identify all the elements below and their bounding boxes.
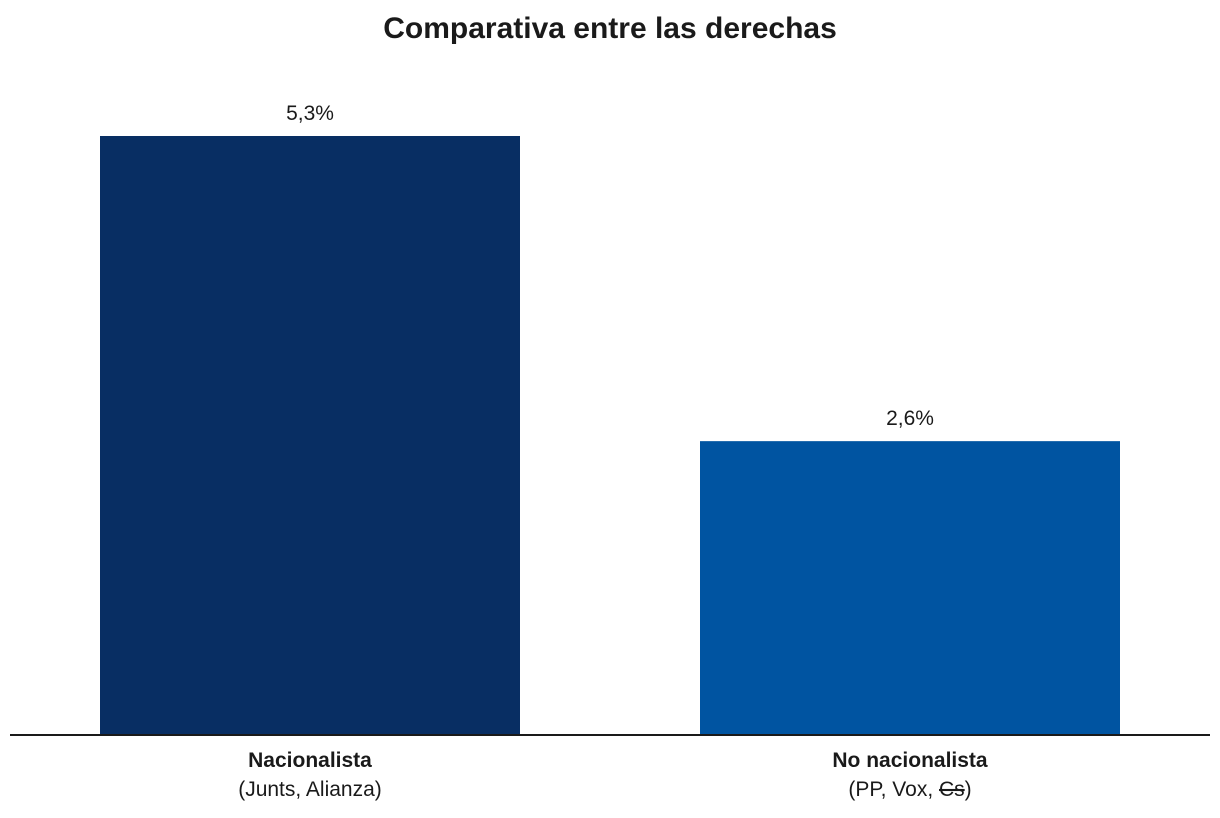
category-detail-2-struck: Cs (939, 778, 965, 801)
category-labels-group: Nacionalista (Junts, Alianza) No nacionali… (238, 749, 988, 801)
category-label-2: No nacionalista (832, 749, 988, 772)
category-detail-1-before: (Junts, Alianza) (238, 778, 382, 801)
value-label-1: 5,3% (286, 102, 334, 125)
bar-2 (700, 441, 1120, 735)
category-detail-2-before: (PP, Vox, (848, 778, 939, 801)
category-detail-2: (PP, Vox, Cs) (848, 778, 971, 801)
category-detail-2-after: ) (965, 778, 972, 801)
bar-1 (100, 136, 520, 735)
category-label-1: Nacionalista (248, 749, 372, 772)
value-label-2: 2,6% (886, 407, 934, 430)
value-labels-group: 5,3% 2,6% (286, 102, 934, 430)
category-detail-1: (Junts, Alianza) (238, 778, 382, 801)
bars-group (100, 136, 1120, 735)
chart-title: Comparativa entre las derechas (383, 12, 837, 45)
